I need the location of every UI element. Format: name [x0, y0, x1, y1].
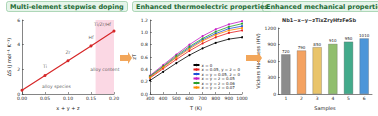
svg-text:300: 300: [267, 75, 276, 80]
svg-text:850: 850: [313, 42, 321, 47]
svg-text:Ti/Zr/Hf: Ti/Zr/Hf: [93, 22, 111, 27]
svg-text:x = y = z = 0.07: x = y = z = 0.07: [201, 85, 235, 90]
svg-text:1200: 1200: [265, 26, 277, 31]
svg-text:950: 950: [345, 36, 353, 41]
svg-text:6: 6: [17, 18, 20, 23]
svg-text:2: 2: [300, 96, 303, 101]
svg-text:2: 2: [17, 67, 20, 72]
svg-text:1000: 1000: [236, 96, 248, 101]
svg-text:1.2: 1.2: [141, 18, 148, 23]
svg-text:0.8: 0.8: [141, 42, 148, 47]
svg-text:Hf: Hf: [89, 35, 94, 40]
svg-text:alloy species: alloy species: [42, 84, 72, 89]
svg-text:x = 0.05, y = z = 0: x = 0.05, y = z = 0: [201, 67, 240, 72]
svg-text:800: 800: [211, 96, 220, 101]
svg-text:0.20: 0.20: [109, 96, 119, 101]
svg-text:910: 910: [329, 38, 337, 43]
svg-text:1: 1: [284, 96, 287, 101]
svg-text:4: 4: [17, 42, 20, 47]
svg-text:x + y + z: x + y + z: [56, 105, 80, 112]
svg-text:x = y = z = 0.05: x = y = z = 0.05: [201, 76, 235, 81]
svg-text:900: 900: [225, 96, 234, 101]
svg-text:3: 3: [316, 96, 319, 101]
svg-text:0: 0: [17, 91, 20, 97]
svg-text:ΔS (J mol⁻¹ K⁻¹): ΔS (J mol⁻¹ K⁻¹): [6, 38, 12, 77]
svg-text:500: 500: [172, 96, 181, 101]
svg-text:6: 6: [363, 96, 366, 101]
svg-text:300: 300: [146, 96, 155, 101]
svg-text:0.2: 0.2: [141, 79, 148, 84]
svg-text:400: 400: [159, 96, 168, 101]
svg-text:0.0: 0.0: [140, 91, 148, 97]
svg-text:Samples: Samples: [314, 105, 336, 112]
svg-text:900: 900: [267, 42, 276, 47]
svg-text:0.00: 0.00: [17, 96, 27, 101]
svg-text:600: 600: [267, 59, 276, 64]
svg-text:Enhanced mechanical properties: Enhanced mechanical properties: [266, 3, 378, 11]
svg-text:0.05: 0.05: [40, 96, 50, 101]
svg-text:5: 5: [347, 96, 350, 101]
svg-text:720: 720: [282, 49, 290, 54]
svg-text:Vickers Hardness (HV): Vickers Hardness (HV): [255, 33, 262, 89]
svg-text:700: 700: [198, 96, 207, 101]
svg-text:600: 600: [185, 96, 194, 101]
svg-text:4: 4: [331, 96, 334, 101]
svg-text:zT: zT: [131, 53, 137, 60]
svg-text:0.6: 0.6: [141, 55, 148, 60]
svg-text:0: 0: [273, 92, 276, 97]
svg-text:Nb1−x−y−zTixZryHfzFeSb: Nb1−x−y−zTixZryHfzFeSb: [282, 17, 356, 24]
svg-text:1010: 1010: [359, 33, 370, 38]
svg-text:x = 0: x = 0: [201, 62, 213, 68]
svg-text:Zr: Zr: [66, 50, 71, 55]
svg-text:Ti: Ti: [42, 64, 47, 69]
svg-text:x = y = 0.05, z = 0: x = y = 0.05, z = 0: [201, 71, 240, 77]
svg-text:1.0: 1.0: [141, 30, 148, 35]
svg-text:0.15: 0.15: [86, 96, 96, 101]
svg-text:T (K): T (K): [189, 105, 202, 111]
svg-text:0.10: 0.10: [63, 96, 73, 101]
svg-text:0.4: 0.4: [141, 67, 148, 72]
svg-text:Enhanced thermoelectric proper: Enhanced thermoelectric properties: [136, 3, 268, 11]
svg-text:790: 790: [298, 45, 306, 50]
svg-text:alloy content: alloy content: [90, 67, 120, 72]
svg-text:Multi-element stepwise doping: Multi-element stepwise doping: [10, 3, 124, 11]
svg-text:x = y = z = 0.06: x = y = z = 0.06: [201, 80, 235, 86]
